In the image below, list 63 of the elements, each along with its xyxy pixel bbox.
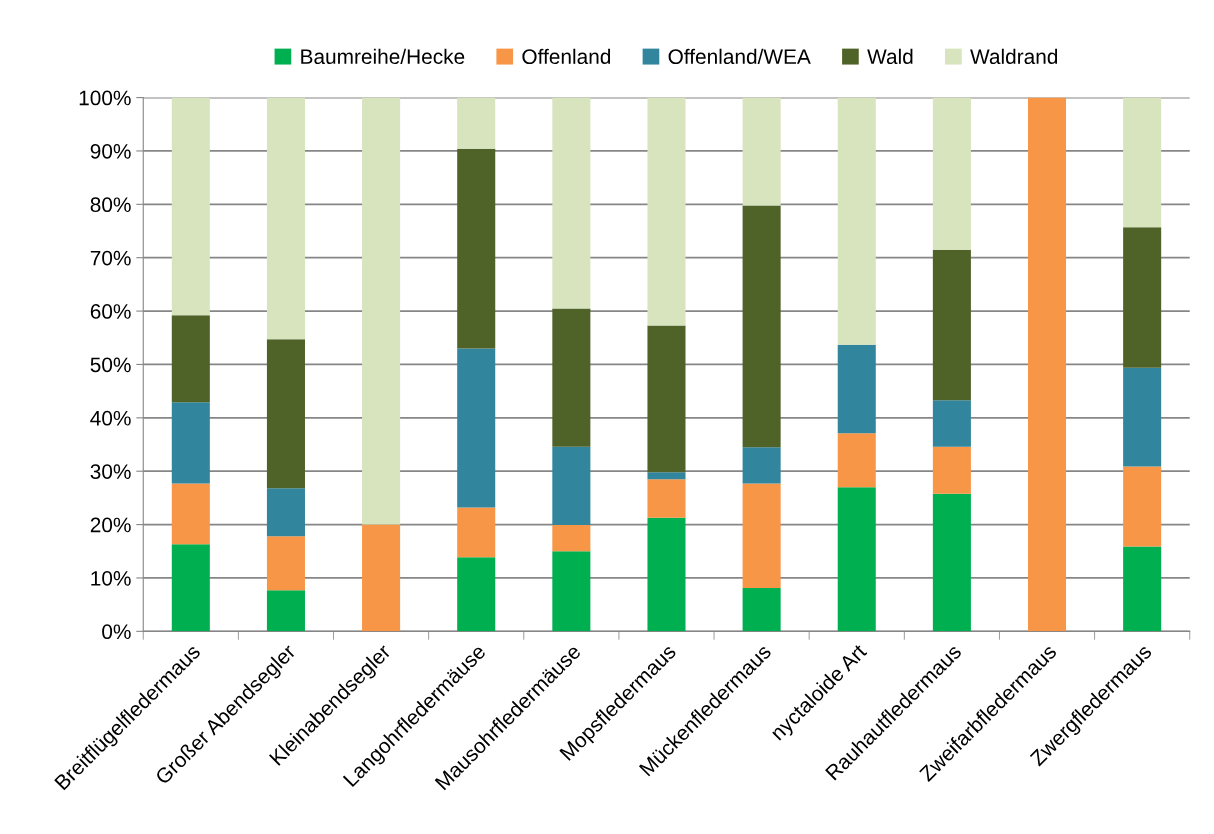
bar (647, 97, 686, 326)
y-tick-label: 10% (91, 570, 131, 586)
bar (362, 97, 401, 525)
y-tick-label: 0% (102, 624, 131, 640)
y-tick-label: 30% (90, 464, 131, 479)
bar (837, 344, 876, 434)
bar (932, 493, 971, 632)
bar (552, 97, 591, 309)
bar (647, 472, 686, 480)
bar (552, 551, 591, 632)
bar (171, 97, 210, 316)
bar (837, 97, 876, 345)
bar (171, 315, 210, 403)
bar (647, 517, 686, 632)
bar (932, 400, 971, 447)
bar (457, 557, 496, 632)
bar (742, 588, 781, 632)
bar (1123, 97, 1162, 228)
bar (1123, 466, 1162, 547)
legend-label: Offenland (522, 48, 611, 65)
bar (1123, 227, 1162, 368)
bar (457, 348, 496, 508)
bar (932, 446, 971, 494)
y-tick-label: 70% (90, 250, 131, 266)
y-tick-label: 40% (90, 410, 131, 426)
bar (552, 525, 591, 552)
bar (837, 487, 876, 632)
y-tick-label: 50% (90, 357, 131, 373)
bar (266, 339, 305, 489)
bar (1123, 367, 1162, 467)
bar (647, 479, 686, 518)
bar (457, 507, 496, 558)
bar (171, 483, 210, 545)
bar (932, 97, 971, 250)
y-tick-label: 80% (90, 197, 131, 213)
bar (742, 97, 781, 206)
bar (552, 308, 591, 447)
legend-label: Offenland/WEA (668, 48, 811, 65)
bar (171, 402, 210, 484)
bar (742, 483, 781, 589)
bar (266, 97, 305, 340)
bar (266, 488, 305, 537)
bar (171, 544, 210, 632)
y-tick-label: 90% (90, 143, 131, 159)
bar (457, 148, 496, 349)
legend-label: Waldrand (970, 48, 1058, 65)
bar (266, 536, 305, 591)
bar (647, 325, 686, 473)
y-tick-label: 60% (90, 304, 131, 319)
legend-label: Wald (867, 48, 913, 65)
bar (552, 446, 591, 526)
bar (362, 524, 401, 632)
bar (837, 433, 876, 488)
y-tick-label: 100% (79, 90, 131, 106)
bar (1123, 546, 1162, 632)
bar (1027, 97, 1067, 632)
bar (742, 205, 781, 448)
bar (742, 447, 781, 484)
bar (457, 97, 496, 149)
bar (932, 249, 971, 401)
bar (266, 590, 305, 632)
y-tick-label: 20% (90, 517, 131, 533)
legend-label: Baumreihe/Hecke (301, 48, 465, 65)
